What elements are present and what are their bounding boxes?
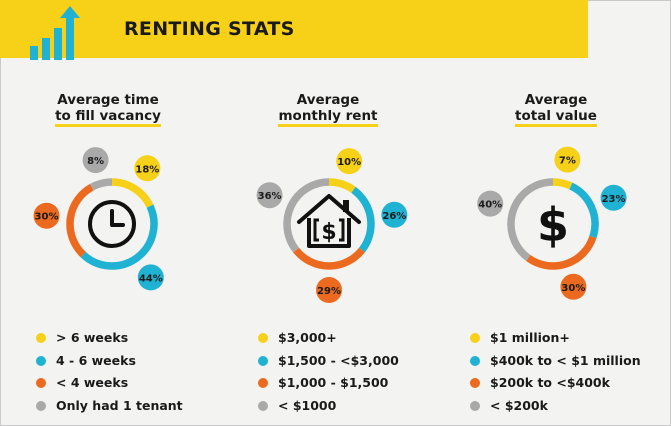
chart-3-slice-3-badge: 30% xyxy=(560,273,587,300)
chart-1-title-line-2: to fill vacancy xyxy=(55,109,161,127)
chart-2-slice-1 xyxy=(328,178,356,194)
chart-1-legend-dot-4 xyxy=(36,400,46,411)
chart-1-slice-1-label: 18% xyxy=(135,164,159,175)
donut-charts: 18% 44% 30% 8% 10% 26% 29% 36% $7% 23% 30% 40% $ xyxy=(33,146,627,303)
chart-3-slice-4 xyxy=(507,178,554,262)
chart-2-slice-2-badge: 26% xyxy=(381,201,408,228)
chart-3-slice-4-label: 40% xyxy=(478,200,502,211)
chart-3-slice-2-label: 23% xyxy=(602,194,626,205)
chart-3-slice-1-badge: 7% xyxy=(554,146,581,173)
chart-3-legend-label-1: $1 million+ xyxy=(490,330,570,345)
chart-1-slice-2-badge: 44% xyxy=(137,264,164,291)
chart-3-legend: $1 million+ $400k to < $1 million $200k to… xyxy=(470,327,641,417)
chart-1-legend-dot-1 xyxy=(36,333,46,343)
chart-3-slice-3-label: 30% xyxy=(561,283,585,294)
house-dollar-icon: $ xyxy=(297,194,361,248)
chart-1-legend-label-1: > 6 weeks xyxy=(56,330,129,345)
chart-2-legend-dot-4 xyxy=(258,400,268,411)
chart-2-legend-item-3: $1,000 - $1,500 xyxy=(258,372,399,395)
chart-3-slice-1 xyxy=(552,178,573,190)
chart-2-legend-dot-2 xyxy=(258,355,268,366)
chart-1-legend-dot-2 xyxy=(36,355,46,366)
chart-2-legend-item-1: $3,000+ xyxy=(258,327,399,350)
chart-3-legend-label-3: $200k to <$400k xyxy=(490,375,610,390)
chart-1-legend-item-4: Only had 1 tenant xyxy=(36,395,183,418)
chart-2-title: Average monthly rent xyxy=(233,92,423,127)
chart-2-slice-2-label: 26% xyxy=(382,211,406,222)
chart-1-slice-1-badge: 18% xyxy=(134,155,161,182)
chart-3-slice-1-label: 7% xyxy=(559,156,576,167)
chart-1-slice-3-label: 30% xyxy=(35,212,59,223)
chart-1-slice-2-label: 44% xyxy=(139,273,163,284)
chart-3-legend-item-2: $400k to < $1 million xyxy=(470,350,641,373)
chart-3-legend-dot-1 xyxy=(470,333,480,343)
dollar-icon: $ xyxy=(537,198,569,252)
chart-2-legend-label-1: $3,000+ xyxy=(278,330,337,345)
chart-2-legend-label-2: $1,500 - <$3,000 xyxy=(278,352,399,368)
chart-3-slice-4-badge: 40% xyxy=(477,190,504,217)
chart-1-slice-3 xyxy=(66,183,94,258)
chart-1-legend-label-2: 4 - 6 weeks xyxy=(56,352,136,368)
clock-icon xyxy=(88,200,136,248)
chart-2-legend-item-4: < $1000 xyxy=(258,395,399,418)
chart-2-title-line-2: monthly rent xyxy=(278,109,378,127)
chart-2-slice-2 xyxy=(351,186,375,253)
chart-2-slice-1-label: 10% xyxy=(337,157,361,168)
chart-3-legend-label-4: < $200k xyxy=(490,397,548,413)
chart-3-slice-2-badge: 23% xyxy=(600,184,627,211)
chart-2-slice-3-label: 29% xyxy=(317,286,341,297)
chart-2-slice-3-badge: 29% xyxy=(316,277,342,303)
chart-3-legend-item-4: < $200k xyxy=(470,395,641,418)
chart-3-slice-2 xyxy=(569,182,599,239)
chart-1-legend-label-4: Only had 1 tenant xyxy=(56,397,183,413)
header-bar: RENTING STATS xyxy=(0,0,588,60)
chart-1-legend: > 6 weeks 4 - 6 weeks < 4 weeks Only had 1 … xyxy=(36,327,183,417)
growth-bars-icon xyxy=(30,6,80,60)
chart-2-legend-dot-3 xyxy=(258,378,268,388)
chart-1-slice-2 xyxy=(80,204,158,270)
chart-3-title-line-1: Average xyxy=(524,92,588,108)
chart-1-slice-4-badge: 8% xyxy=(82,147,109,174)
header-title: RENTING STATS xyxy=(124,18,295,40)
house-dollar-sign: $ xyxy=(321,220,336,245)
chart-2-title-line-1: Average xyxy=(296,92,360,108)
chart-3-title: Average total value xyxy=(461,92,651,127)
chart-1-legend-item-3: < 4 weeks xyxy=(36,372,183,395)
chart-2-legend-label-4: < $1000 xyxy=(278,397,337,413)
chart-1-legend-dot-3 xyxy=(36,378,46,388)
chart-2-slice-4 xyxy=(283,178,330,253)
chart-3-title-line-2: total value xyxy=(515,109,597,127)
chart-1-legend-item-2: 4 - 6 weeks xyxy=(36,350,183,373)
chart-2-legend-dot-1 xyxy=(258,333,268,343)
chart-2-legend-label-3: $1,000 - $1,500 xyxy=(278,375,389,390)
chart-3-slice-3 xyxy=(526,235,597,270)
chart-3-legend-dot-2 xyxy=(470,355,480,366)
chart-3-legend-item-3: $200k to <$400k xyxy=(470,372,641,395)
chart-1-legend-label-3: < 4 weeks xyxy=(56,375,129,390)
chart-3-legend-label-2: $400k to < $1 million xyxy=(490,352,641,368)
chart-1-slice-3-badge: 30% xyxy=(33,202,60,229)
chart-3-legend-item-1: $1 million+ xyxy=(470,327,641,350)
chart-1-title-line-1: Average time xyxy=(57,92,159,108)
chart-3-legend-dot-3 xyxy=(470,378,480,388)
chart-3-legend-dot-4 xyxy=(470,400,480,411)
chart-1-slice-4 xyxy=(89,178,113,191)
chart-1-slice-1 xyxy=(111,178,154,208)
chart-2-slice-3 xyxy=(293,247,365,270)
chart-2-slice-4-badge: 36% xyxy=(256,182,283,209)
chart-2-slice-4-label: 36% xyxy=(258,191,282,202)
chart-2-legend-item-2: $1,500 - <$3,000 xyxy=(258,350,399,373)
chart-1-title: Average time to fill vacancy xyxy=(13,92,203,127)
chart-1-legend-item-1: > 6 weeks xyxy=(36,327,183,350)
chart-2-slice-1-badge: 10% xyxy=(336,148,363,175)
chart-2-legend: $3,000+ $1,500 - <$3,000 $1,000 - $1,500 < … xyxy=(258,327,399,417)
dollar-sign: $ xyxy=(537,198,569,252)
chart-1-slice-4-label: 8% xyxy=(87,156,104,167)
